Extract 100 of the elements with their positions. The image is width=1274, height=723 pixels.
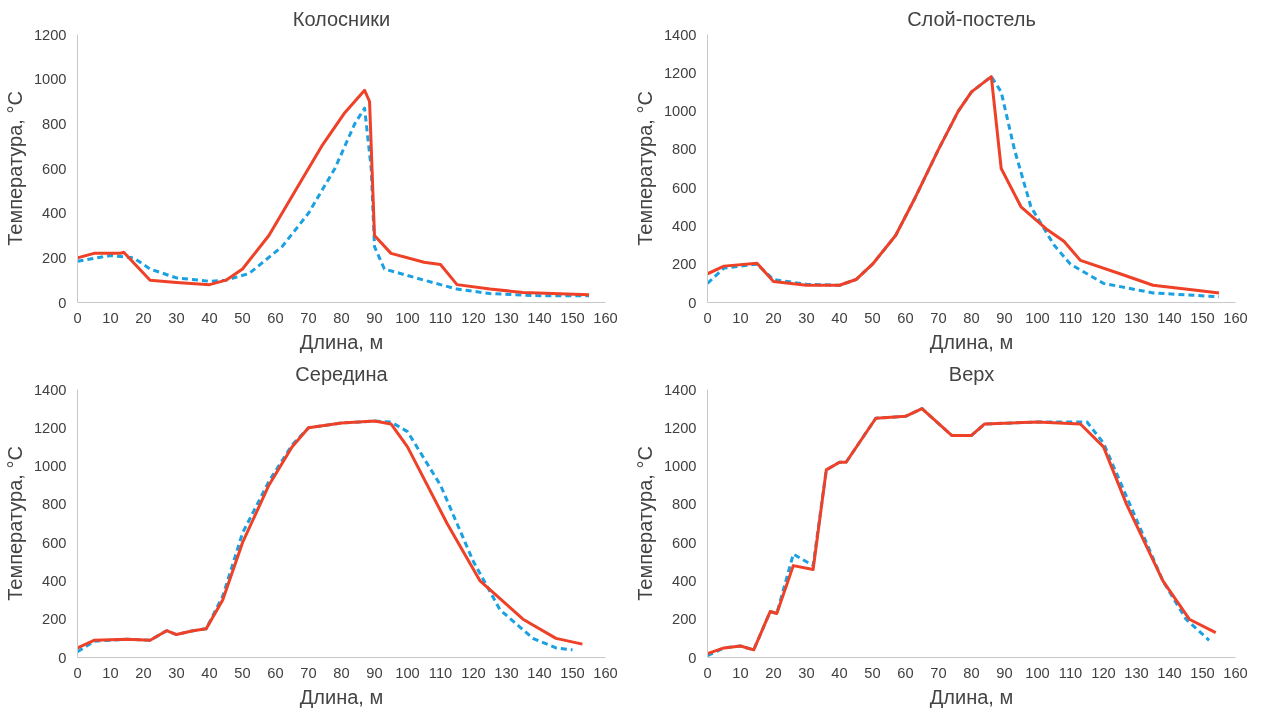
y-tick-label: 1400 <box>33 381 67 398</box>
x-tick-label: 120 <box>1091 664 1116 681</box>
y-tick-label: 0 <box>58 294 67 311</box>
y-tick-label: 600 <box>42 534 67 551</box>
x-tick-label: 50 <box>864 664 881 681</box>
x-axis-title: Длина, м <box>299 685 384 708</box>
y-tick-label: 400 <box>42 572 67 589</box>
y-tick-label: 800 <box>672 141 697 158</box>
x-tick-label: 140 <box>1157 309 1182 326</box>
x-tick-label: 110 <box>428 309 453 326</box>
y-tick-label: 1400 <box>663 26 697 43</box>
x-tick-label: 130 <box>1124 664 1149 681</box>
x-tick-label: 120 <box>461 664 486 681</box>
x-tick-label: 100 <box>395 664 420 681</box>
x-tick-label: 140 <box>527 309 552 326</box>
x-tick-label: 130 <box>494 664 519 681</box>
x-tick-label: 10 <box>102 664 119 681</box>
x-tick-label: 80 <box>963 309 980 326</box>
x-tick-label: 160 <box>593 664 618 681</box>
x-axis-title: Длина, м <box>929 685 1014 708</box>
x-tick-label: 150 <box>1190 664 1215 681</box>
x-tick-label: 40 <box>831 309 848 326</box>
x-tick-label: 40 <box>201 309 218 326</box>
x-tick-label: 30 <box>798 664 815 681</box>
x-tick-label: 10 <box>732 664 749 681</box>
y-tick-label: 1000 <box>663 458 697 475</box>
x-tick-label: 30 <box>798 309 815 326</box>
x-tick-label: 50 <box>234 664 251 681</box>
y-tick-label: 200 <box>672 611 697 628</box>
x-tick-label: 140 <box>1157 664 1182 681</box>
x-tick-label: 40 <box>201 664 218 681</box>
y-axis-title: Температура, °C <box>3 91 26 246</box>
y-tick-label: 1200 <box>663 419 697 436</box>
x-tick-label: 80 <box>333 664 350 681</box>
x-tick-label: 110 <box>1058 309 1083 326</box>
x-tick-label: 130 <box>1124 309 1149 326</box>
x-tick-label: 0 <box>73 309 82 326</box>
y-tick-label: 1000 <box>33 458 67 475</box>
x-tick-label: 20 <box>765 664 782 681</box>
x-tick-label: 0 <box>73 664 82 681</box>
y-tick-label: 400 <box>672 217 697 234</box>
x-tick-label: 40 <box>831 664 848 681</box>
y-tick-label: 0 <box>688 649 697 666</box>
x-tick-label: 70 <box>300 664 317 681</box>
x-axis-title: Длина, м <box>299 330 384 353</box>
x-tick-label: 90 <box>996 309 1013 326</box>
y-axis-title: Температура, °C <box>633 446 656 601</box>
x-tick-label: 90 <box>366 309 383 326</box>
x-tick-label: 20 <box>765 309 782 326</box>
chart-title: Колосники <box>292 7 391 30</box>
x-tick-label: 150 <box>1190 309 1215 326</box>
x-tick-label: 120 <box>1091 309 1116 326</box>
y-axis-title: Температура, °C <box>633 91 656 246</box>
y-tick-label: 400 <box>672 572 697 589</box>
y-tick-label: 600 <box>672 534 697 551</box>
x-tick-label: 70 <box>930 664 947 681</box>
chart-title: Верх <box>948 362 995 385</box>
x-tick-label: 0 <box>703 664 712 681</box>
x-tick-label: 110 <box>428 664 453 681</box>
x-tick-label: 120 <box>461 309 486 326</box>
y-tick-label: 200 <box>42 249 67 266</box>
x-tick-label: 140 <box>527 664 552 681</box>
y-tick-label: 1200 <box>33 26 67 43</box>
x-tick-label: 150 <box>560 309 585 326</box>
x-tick-label: 90 <box>366 664 383 681</box>
y-tick-label: 1000 <box>33 71 67 88</box>
x-tick-label: 70 <box>930 309 947 326</box>
y-tick-label: 200 <box>42 611 67 628</box>
chart-title: Середина <box>295 362 389 385</box>
x-tick-label: 160 <box>593 309 618 326</box>
x-tick-label: 20 <box>135 664 152 681</box>
y-axis-title: Температура, °C <box>3 446 26 601</box>
x-tick-label: 80 <box>333 309 350 326</box>
y-tick-label: 600 <box>672 179 697 196</box>
x-tick-label: 90 <box>996 664 1013 681</box>
y-tick-label: 1000 <box>663 103 697 120</box>
x-tick-label: 0 <box>703 309 712 326</box>
y-tick-label: 800 <box>42 115 67 132</box>
x-tick-label: 10 <box>102 309 119 326</box>
x-tick-label: 110 <box>1058 664 1083 681</box>
y-tick-label: 1400 <box>663 381 697 398</box>
x-tick-label: 10 <box>732 309 749 326</box>
chart-title: Слой-постель <box>907 7 1036 30</box>
y-tick-label: 800 <box>42 496 67 513</box>
x-tick-label: 80 <box>963 664 980 681</box>
y-tick-label: 600 <box>42 160 67 177</box>
y-tick-label: 200 <box>672 256 697 273</box>
y-tick-label: 400 <box>42 205 67 222</box>
x-tick-label: 60 <box>897 309 914 326</box>
x-axis-title: Длина, м <box>929 330 1014 353</box>
x-tick-label: 60 <box>267 664 284 681</box>
x-tick-label: 30 <box>168 309 185 326</box>
y-tick-label: 1200 <box>33 419 67 436</box>
x-tick-label: 160 <box>1223 309 1248 326</box>
x-tick-label: 100 <box>1025 309 1050 326</box>
x-tick-label: 60 <box>267 309 284 326</box>
x-tick-label: 100 <box>395 309 420 326</box>
x-tick-label: 150 <box>560 664 585 681</box>
x-tick-label: 50 <box>864 309 881 326</box>
y-tick-label: 0 <box>688 294 697 311</box>
